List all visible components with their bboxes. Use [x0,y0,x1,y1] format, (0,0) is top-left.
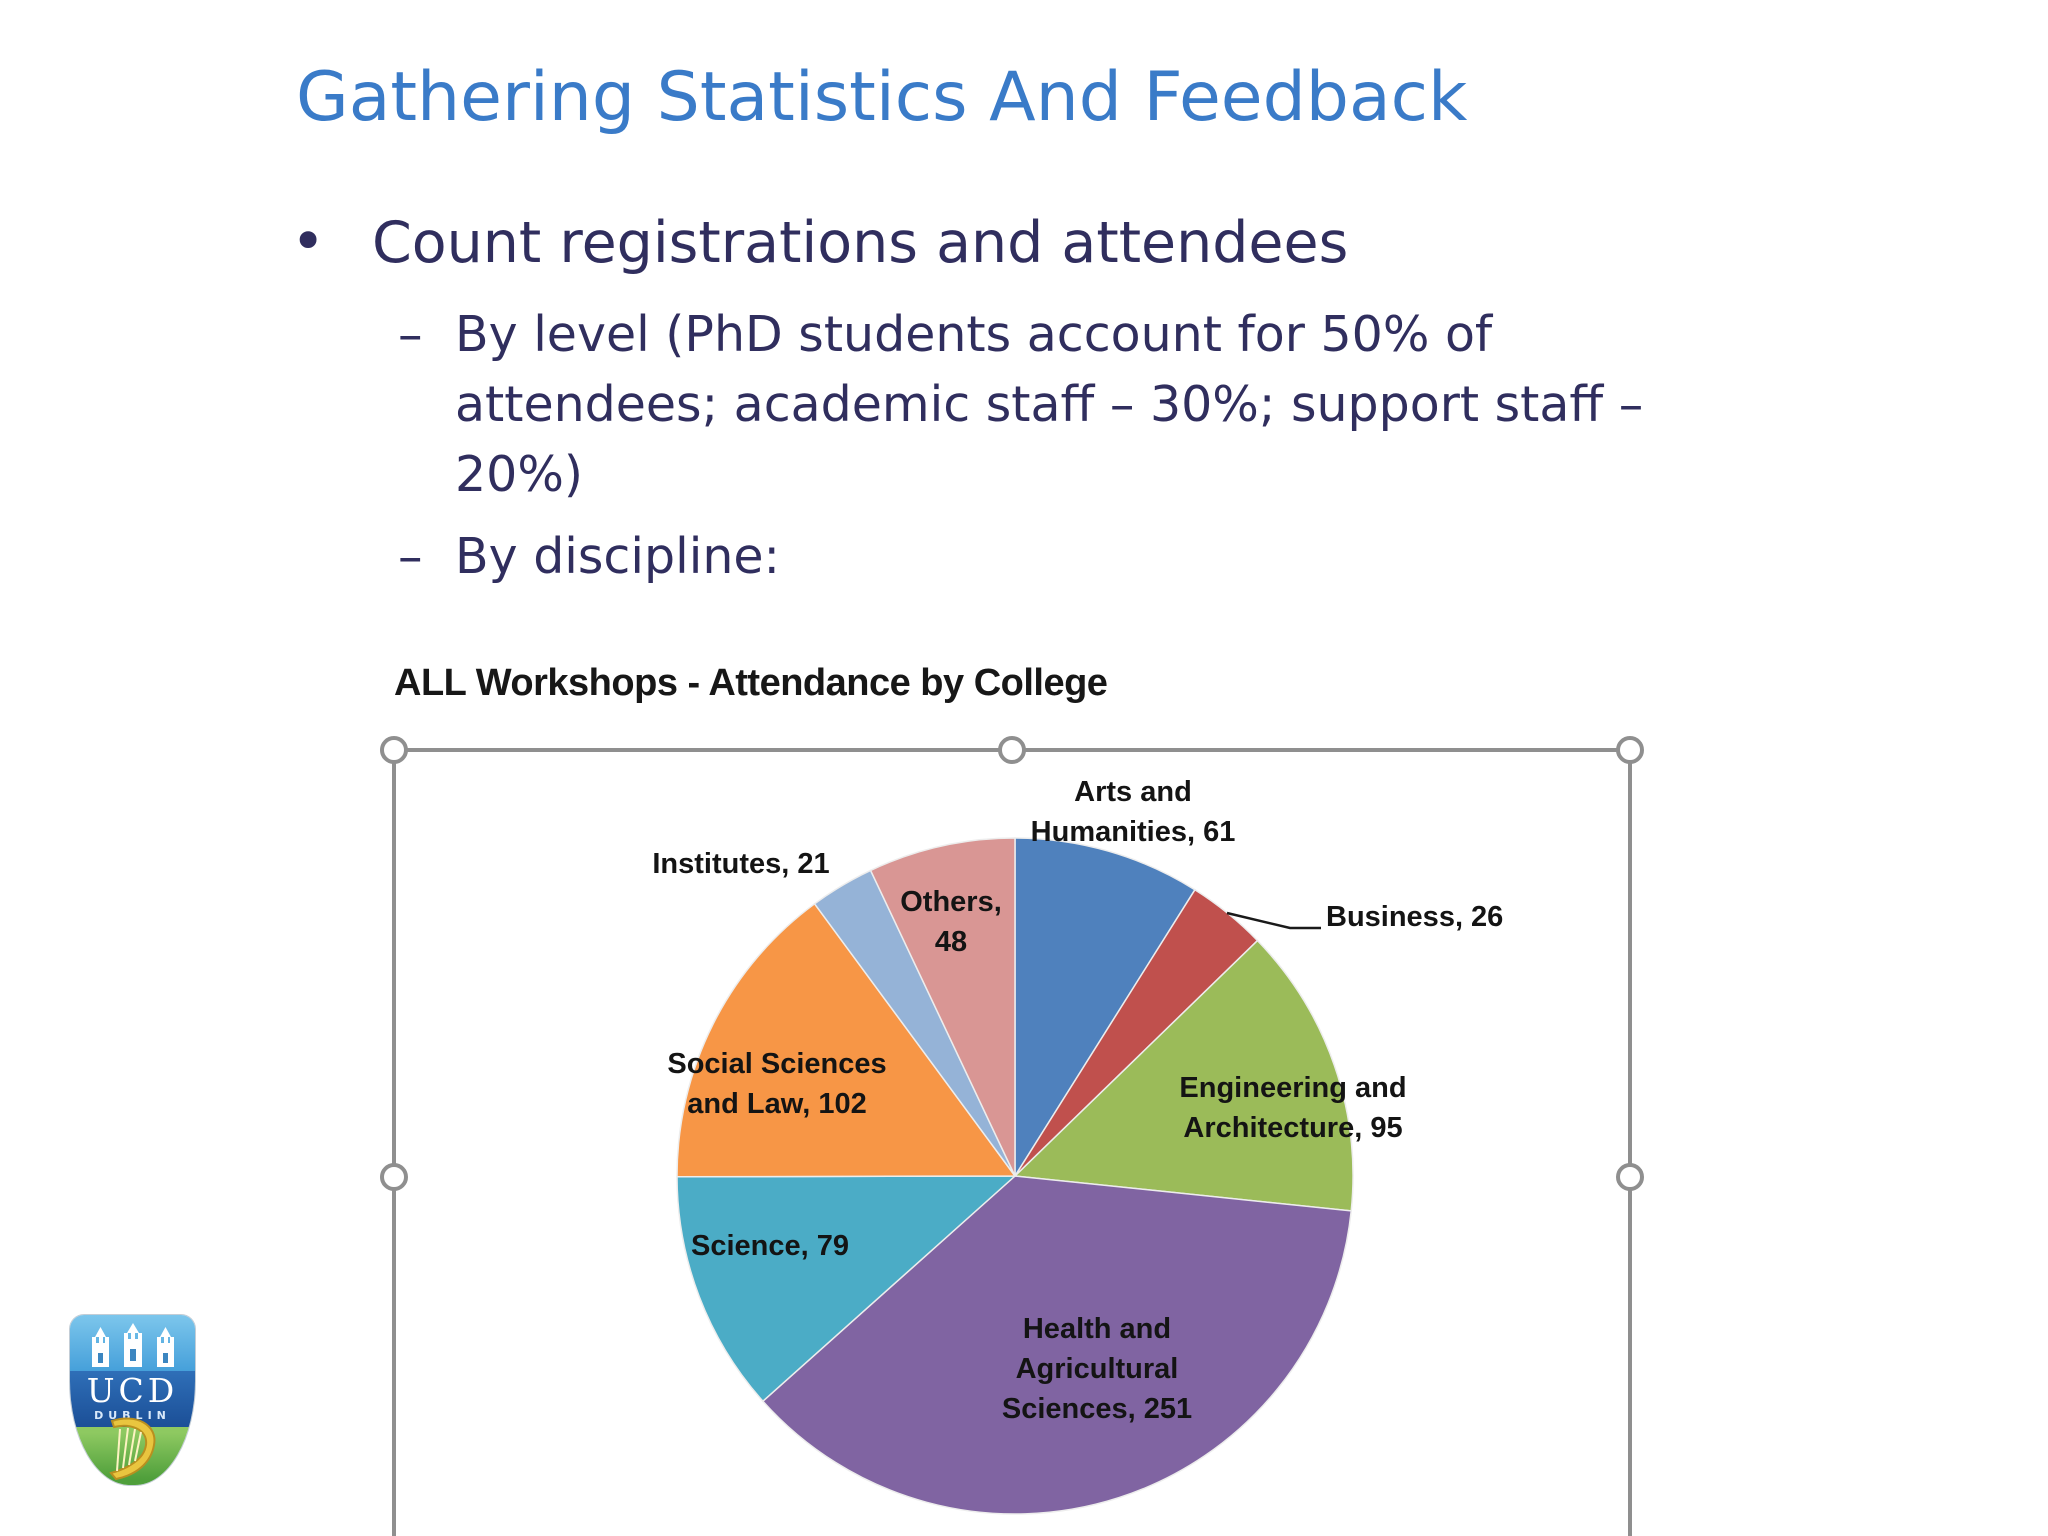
pie-label-others: Others, 48 [900,886,1002,958]
selection-handle-top-mid[interactable] [998,736,1026,764]
selection-handle-right-mid[interactable] [1616,1163,1644,1191]
sub-bullet-line: By discipline: [455,528,781,585]
selection-frame-right [1628,748,1632,1536]
pie-label-arts-and-humanities: Arts and Humanities, 61 [1030,776,1236,848]
logo-city: DUBLIN [94,1409,171,1422]
selection-handle-left-mid[interactable] [380,1163,408,1191]
selection-handle-top-left[interactable] [380,736,408,764]
pie-slice-others[interactable] [869,837,1016,1177]
pie-label-business: Business, 26 [1326,901,1504,933]
selection-handle-top-right[interactable] [1616,736,1644,764]
pie-slice-science[interactable] [676,1175,1017,1403]
pie-label-institutes: Institutes, 21 [652,848,830,880]
chart-title: ALL Workshops - Attendance by College [394,662,1108,704]
castle-icons [92,1323,174,1367]
ucd-logo: UCD DUBLIN [70,1315,195,1485]
pie-label-social-sciences-and-law: Social Sciences and Law, 102 [667,1048,887,1120]
pie-slice-social-sciences-and-law[interactable] [676,902,1017,1178]
page-title: Gathering Statistics And Feedback [296,58,1468,137]
dash-marker: – [398,306,423,363]
sub-bullet-line: 20%) [455,446,584,503]
pie-slice-engineering-and-architecture[interactable] [1013,939,1354,1212]
harp-icon [109,1417,156,1481]
sub-bullet-line: attendees; academic staff – 30%; support… [455,376,1644,433]
selection-frame-left [392,748,396,1536]
logo-acronym: UCD [86,1371,179,1410]
pie-label-engineering-and-architecture: Engineering and Architecture, 95 [1179,1072,1407,1144]
logo-green-band [70,1417,195,1485]
bullet-marker: • [291,207,326,275]
pie-slice-health-and-agricultural-sciences[interactable] [761,1175,1353,1515]
pie-label-health-and-agricultural-sciences: Health and Agricultural Sciences, 251 [1001,1313,1193,1425]
pie-slice-arts-and-humanities[interactable] [1014,837,1196,1179]
logo-text-band: UCD DUBLIN [70,1371,195,1427]
business-leader-line [1226,911,1321,930]
dash-marker: – [398,528,423,585]
bullet-level1: Count registrations and attendees [372,210,1349,276]
sub-bullet-line: By level (PhD students account for 50% o… [455,306,1493,363]
pie-label-science: Science, 79 [691,1230,849,1262]
logo-sky-band [70,1315,195,1371]
